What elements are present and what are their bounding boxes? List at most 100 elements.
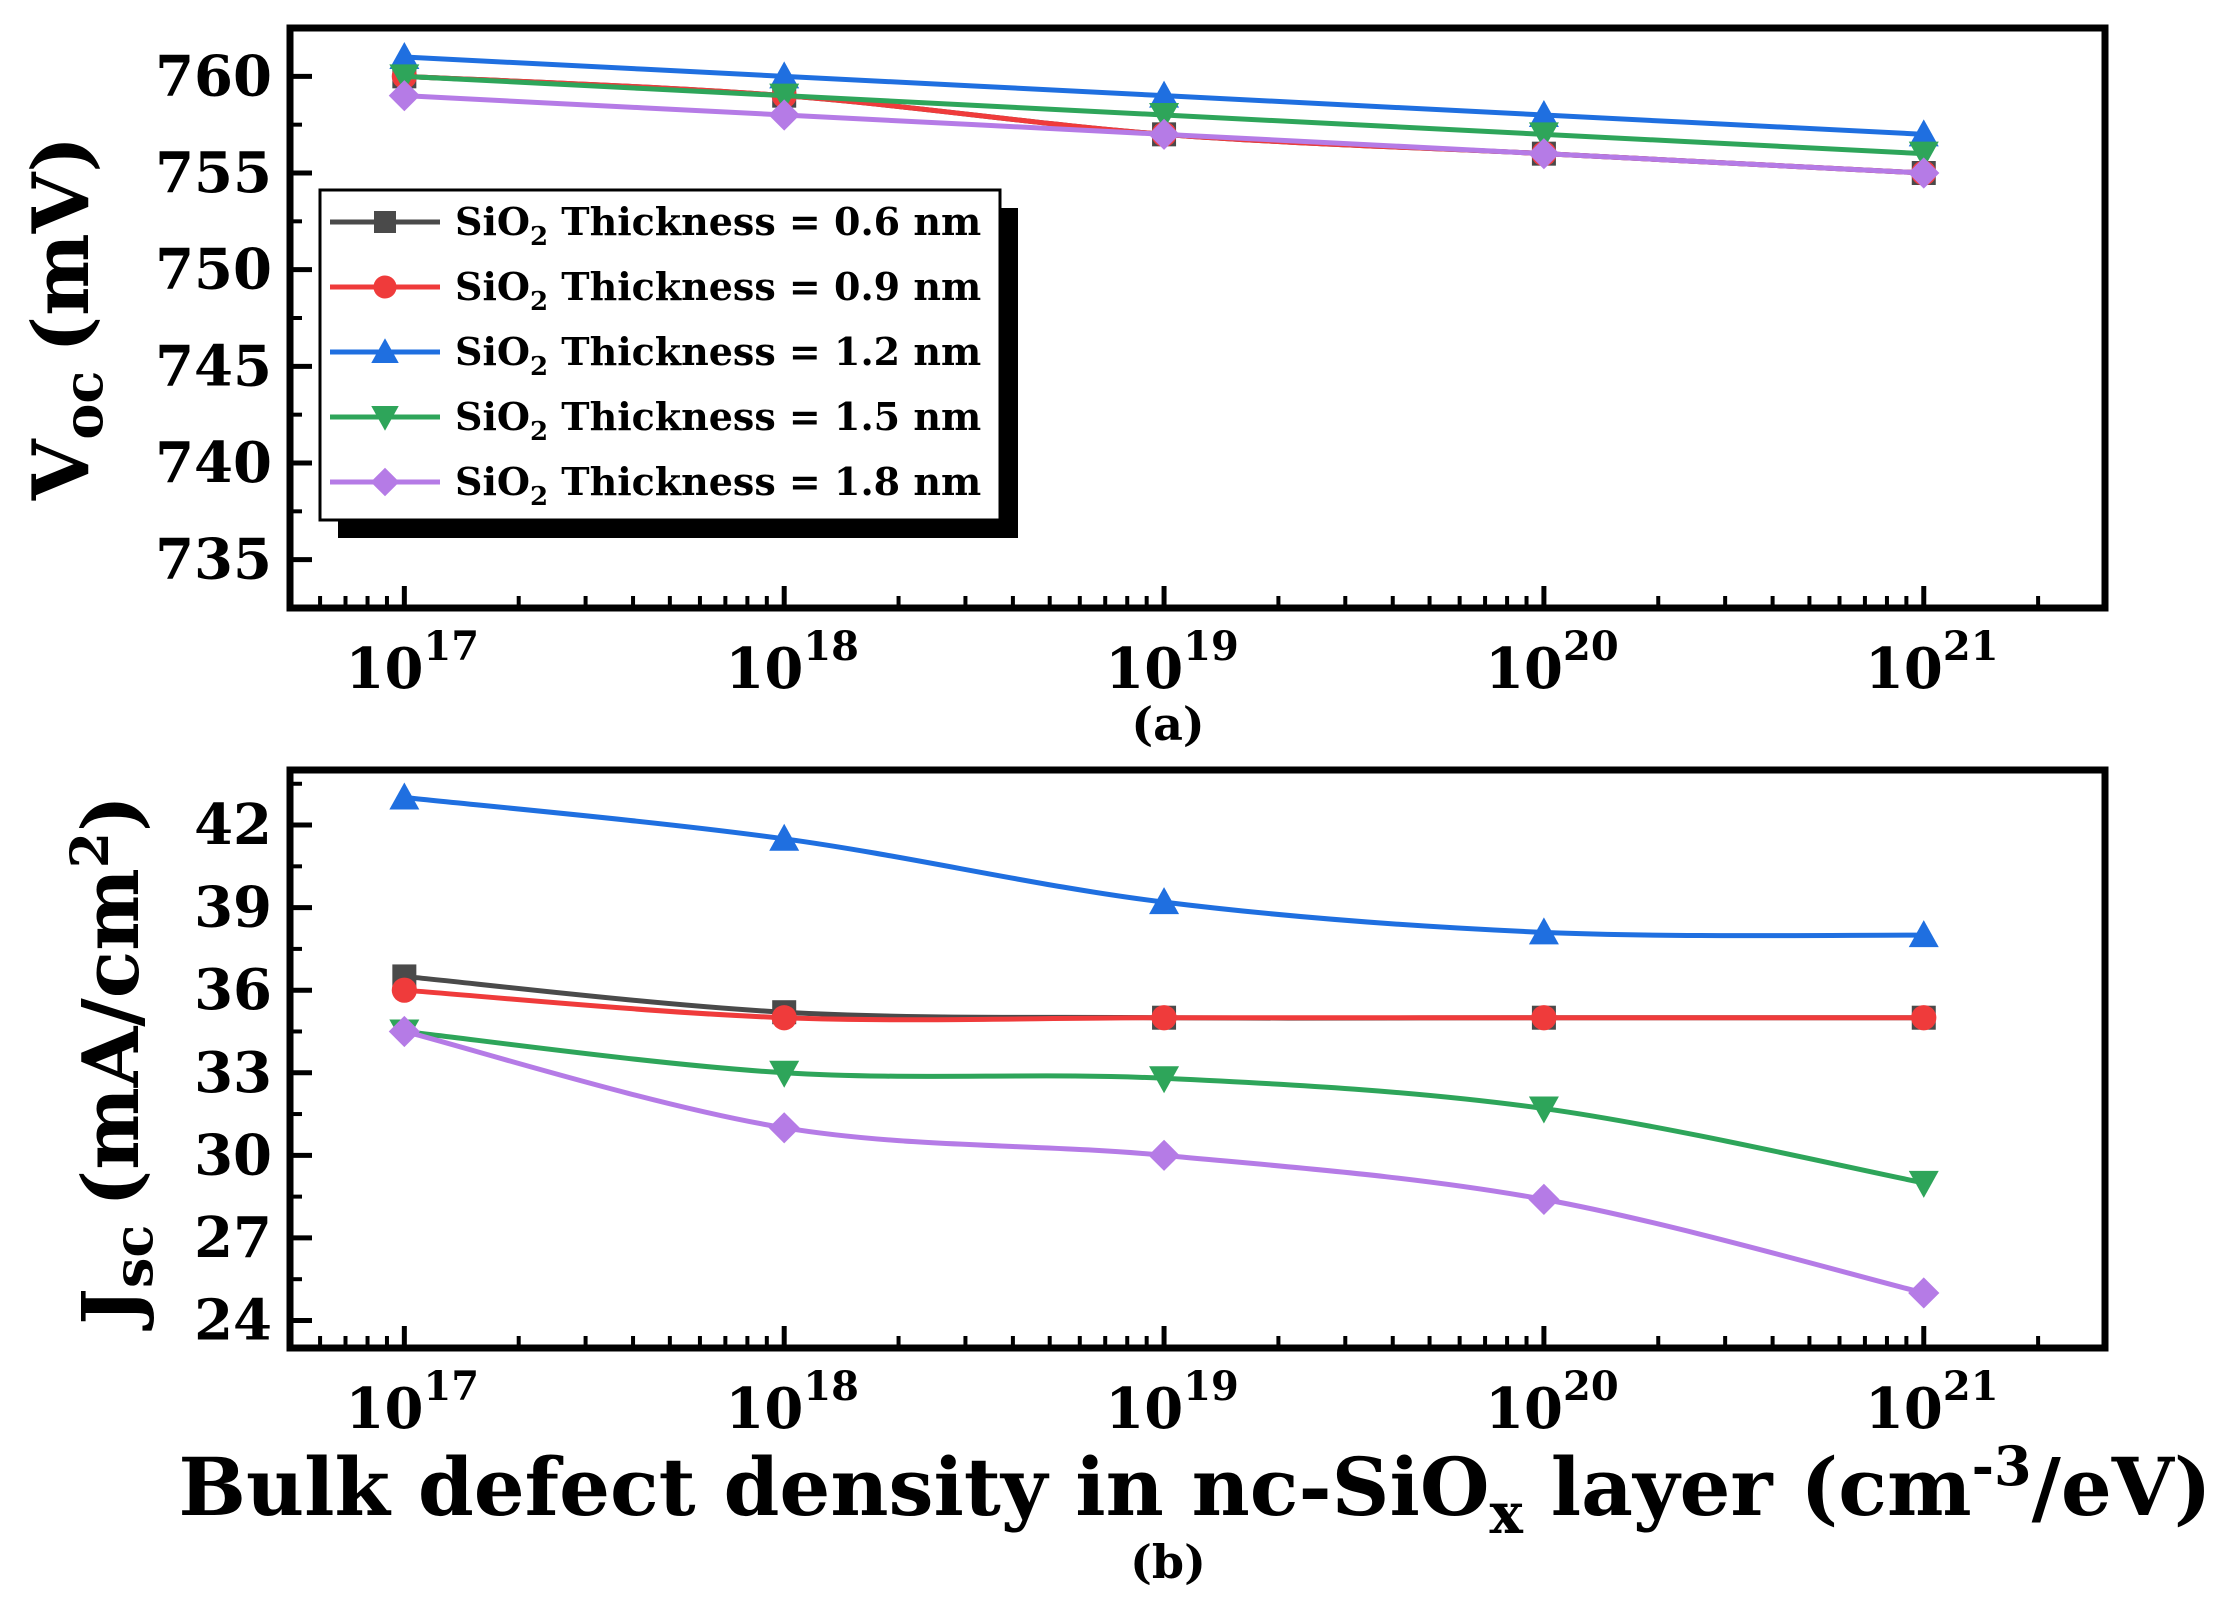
legend-marker	[371, 406, 399, 431]
x-tick-exponent: 21	[1943, 1363, 1999, 1410]
x-tick-exponent: 18	[803, 1363, 859, 1410]
data-point	[1151, 1005, 1177, 1031]
panel-a-label: (a)	[1131, 697, 1204, 751]
x-tick-label: 1021	[1865, 623, 1999, 702]
x-tick-exponent: 19	[1183, 1363, 1239, 1410]
x-tick-exponent: 17	[423, 1363, 479, 1410]
legend-label-prefix: SiO	[455, 329, 530, 374]
y-tick-label: 740	[155, 430, 272, 496]
data-point	[1528, 917, 1559, 945]
data-point	[769, 61, 800, 89]
panel-b-label: (b)	[1130, 1535, 1206, 1589]
y-tick-label: 760	[155, 43, 272, 109]
data-point	[1528, 138, 1560, 170]
data-point	[1528, 1096, 1559, 1124]
x-tick-base: 10	[346, 1376, 424, 1442]
x-tick-exponent: 19	[1183, 623, 1239, 670]
legend-label-sub: 2	[530, 222, 548, 252]
series-4	[389, 1019, 1939, 1198]
legend-marker	[370, 467, 400, 497]
legend-label-suffix: Thickness = 0.9 nm	[548, 264, 981, 309]
xlabel-part1: Bulk defect density in nc-SiO	[178, 1440, 1489, 1534]
data-point	[1149, 80, 1180, 108]
data-point	[1908, 1170, 1939, 1198]
panel-a-y-axis: 735 740 745 750 755 760	[155, 43, 312, 593]
legend-label-suffix: Thickness = 0.6 nm	[548, 199, 981, 244]
xlabel-sup: -3	[1972, 1434, 2032, 1498]
panel-b-ylabel-unit-close: )	[66, 795, 157, 832]
x-tick-exponent: 20	[1563, 1363, 1619, 1410]
xlabel-part2: layer (cm	[1523, 1440, 1972, 1534]
data-point	[389, 782, 420, 810]
data-point	[768, 99, 800, 131]
data-point	[771, 1005, 797, 1031]
legend-label-prefix: SiO	[455, 199, 530, 244]
x-tick-label: 1018	[725, 1363, 859, 1442]
legend-item: SiO2 Thickness = 0.6 nm	[330, 199, 981, 252]
panel-b-x-axis: 1017 1018 1019 1020 1021	[288, 1326, 2107, 1442]
x-tick-base: 10	[1105, 636, 1183, 702]
data-point	[1149, 103, 1180, 130]
x-tick-exponent: 20	[1563, 623, 1619, 670]
panel-b-frame	[286, 766, 2109, 1352]
data-point	[388, 80, 420, 112]
data-point	[1148, 118, 1180, 150]
legend-box	[318, 188, 1002, 522]
series-3	[389, 42, 1939, 147]
legend-item: SiO2 Thickness = 1.5 nm	[330, 394, 981, 447]
data-point	[388, 1015, 420, 1048]
legend-marker	[373, 275, 397, 299]
x-tick-label: 1018	[725, 623, 859, 702]
data-point	[1908, 920, 1939, 948]
series-4	[389, 64, 1939, 169]
panel-a-y-axis-label: Voc (mV)	[16, 136, 115, 501]
panel-b-y-axis: 24 27 30 33 36 39 42	[194, 781, 312, 1353]
x-tick-base: 10	[1485, 636, 1563, 702]
panel-a-ylabel-sub: oc	[51, 371, 115, 440]
panel-b-y-axis-label: Jsc (mA/cm2)	[60, 795, 165, 1331]
panel-b-ylabel-sub: sc	[101, 1225, 165, 1288]
x-tick-label: 1017	[346, 623, 480, 702]
legend-label-suffix: Thickness = 1.8 nm	[548, 459, 981, 504]
data-point	[1148, 1139, 1180, 1171]
legend-label-prefix: SiO	[455, 394, 530, 439]
legend-label: SiO2 Thickness = 0.6 nm	[455, 199, 981, 252]
x-tick-base: 10	[1105, 1376, 1183, 1442]
data-point	[389, 64, 420, 92]
legend-label: SiO2 Thickness = 1.5 nm	[455, 394, 981, 447]
y-tick-label: 30	[194, 1122, 272, 1188]
y-tick-label: 24	[194, 1287, 272, 1353]
legend-label-sub: 2	[530, 352, 548, 382]
x-tick-label: 1020	[1485, 623, 1619, 702]
x-tick-base: 10	[1865, 1376, 1943, 1442]
y-tick-label: 36	[194, 957, 272, 1023]
legend-label-suffix: Thickness = 1.2 nm	[548, 329, 981, 374]
panel-b-ylabel-unit-open: (mA/cm	[66, 868, 157, 1206]
x-tick-label: 1019	[1105, 1363, 1239, 1442]
x-tick-base: 10	[1485, 1376, 1563, 1442]
y-tick-label: 39	[194, 875, 272, 941]
legend-label: SiO2 Thickness = 1.2 nm	[455, 329, 981, 382]
data-point	[1528, 122, 1559, 150]
y-tick-label: 745	[155, 333, 272, 399]
data-point	[769, 823, 800, 851]
panel-b-ylabel-unit-sup: 2	[60, 832, 121, 868]
series-5	[388, 1015, 1940, 1309]
legend-item: SiO2 Thickness = 1.2 nm	[330, 329, 981, 382]
x-tick-exponent: 17	[423, 623, 479, 670]
data-point	[1908, 141, 1939, 169]
legend-marker	[371, 338, 399, 363]
data-point	[1149, 1066, 1180, 1094]
xlabel-sub: x	[1490, 1481, 1524, 1547]
series-line	[404, 795, 1924, 939]
x-tick-base: 10	[725, 1376, 803, 1442]
data-point	[769, 1060, 800, 1088]
legend-label-sub: 2	[530, 287, 548, 317]
data-point	[1908, 157, 1940, 189]
panel-a-plot-area	[388, 42, 1940, 189]
legend-item: SiO2 Thickness = 1.8 nm	[330, 459, 981, 512]
x-tick-exponent: 21	[1943, 623, 1999, 670]
